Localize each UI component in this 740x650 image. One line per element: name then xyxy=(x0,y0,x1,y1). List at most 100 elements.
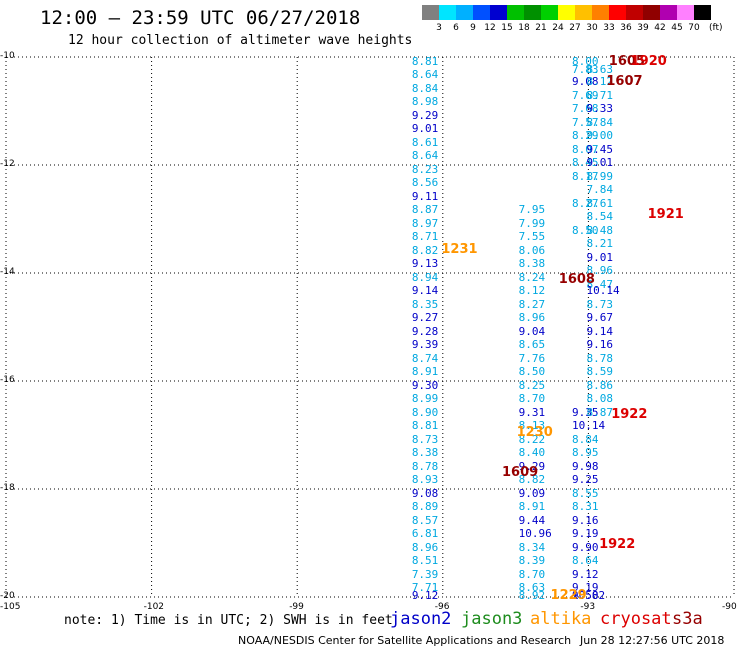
wave-height-value: 8.08 xyxy=(586,392,614,406)
wave-height-value: 8.64 xyxy=(571,554,599,568)
wave-height-value: 9.35 xyxy=(571,405,599,419)
wave-height-value: 8.99 xyxy=(411,392,439,406)
color-scale-tick: 24 xyxy=(552,23,564,33)
lat-tick-label: -10 xyxy=(0,51,15,61)
pass-time-label: 1605 xyxy=(608,53,645,69)
wave-height-value: 8.47 xyxy=(586,277,614,291)
color-swatch xyxy=(422,5,439,20)
color-scale-unit: (ft) xyxy=(709,23,723,33)
wave-height-value: 8.45 xyxy=(571,156,599,170)
wave-height-value: 9.58 xyxy=(571,589,599,602)
wave-height-value: 7.69 xyxy=(571,88,599,102)
color-scale-tick: 6 xyxy=(453,23,459,33)
legend-s3a: s3a xyxy=(672,609,703,629)
wave-height-value: 8.91 xyxy=(518,500,546,514)
wave-height-value: 9.11 xyxy=(411,189,439,203)
wave-height-value: 8.84 xyxy=(571,432,599,446)
wave-height-value: 7.57 xyxy=(571,115,599,129)
color-scale-tick: 18 xyxy=(518,23,530,33)
lon-tick-label: -90 xyxy=(722,602,737,612)
lat-tick-label: -20 xyxy=(0,591,15,601)
color-scale-tick: 30 xyxy=(586,23,598,33)
color-swatch xyxy=(490,5,507,20)
wave-height-value: 8.00 xyxy=(571,54,599,68)
wave-height-value: 8.92 xyxy=(518,589,546,602)
color-swatch xyxy=(541,5,558,20)
lon-tick-label: -96 xyxy=(434,602,450,612)
wave-height-value: 9.12 xyxy=(411,589,439,602)
wave-height-value: 8.35 xyxy=(411,297,439,311)
wave-height-value: 8.12 xyxy=(518,284,546,298)
wave-height-value: 9.00 xyxy=(586,129,614,143)
wave-height-value: 9.08 xyxy=(411,486,439,500)
footer-timestamp: Jun 28 12:27:56 UTC 2018 xyxy=(580,634,725,647)
pass-time-label: 1607 xyxy=(606,74,643,90)
legend-cryosat: cryosat xyxy=(600,609,672,629)
wave-height-value: 8.78 xyxy=(586,351,614,365)
wave-height-value: 9.14 xyxy=(586,324,614,338)
legend-jason3: jason3 xyxy=(461,609,523,629)
wave-height-value: 8.74 xyxy=(411,351,439,365)
wave-height-value: 8.56 xyxy=(411,176,439,190)
wave-height-value: 8.12 xyxy=(586,75,614,89)
color-scale-tick: 70 xyxy=(688,23,700,33)
wave-height-value: 7.71 xyxy=(411,581,439,595)
wave-height-value: 8.82 xyxy=(518,473,546,487)
wave-height-value: 9.01 xyxy=(586,250,614,264)
wave-height-value: 9.29 xyxy=(518,459,546,473)
color-swatch xyxy=(456,5,473,20)
wave-height-value: 8.21 xyxy=(586,237,614,251)
wave-height-value: 8.97 xyxy=(411,216,439,230)
wave-height-value: 8.23 xyxy=(411,162,439,176)
wave-height-value: 8.73 xyxy=(411,432,439,446)
color-swatch xyxy=(507,5,524,20)
lon-tick-label: -102 xyxy=(143,602,165,612)
wave-height-value: 9.28 xyxy=(411,324,439,338)
wave-height-value: 9.13 xyxy=(411,257,439,271)
wave-height-value: 8.87 xyxy=(586,405,614,419)
wave-height-value: 9.19 xyxy=(571,527,599,541)
wave-height-value: 8.40 xyxy=(518,446,546,460)
wave-height-value: 10.14 xyxy=(586,284,620,298)
wave-height-value: 9.67 xyxy=(586,311,614,325)
wave-height-value: 8.96 xyxy=(518,311,546,325)
wave-height-value: 9.01 xyxy=(411,122,439,136)
wave-height-value: 8.63 xyxy=(518,581,546,595)
color-swatch xyxy=(677,5,694,20)
wave-height-value: 10.02 xyxy=(571,589,606,602)
color-swatch xyxy=(473,5,490,20)
wave-height-value: 8.71 xyxy=(411,230,439,244)
wave-height-value: 7.99 xyxy=(518,216,546,230)
color-swatch xyxy=(694,5,711,20)
color-scale-tick: 3 xyxy=(436,23,442,33)
color-scale-tick: 36 xyxy=(620,23,632,33)
pass-time-label: 1229 xyxy=(550,588,587,603)
pass-time-label: 1609 xyxy=(502,464,539,480)
wave-height-value: 8.38 xyxy=(518,257,546,271)
lon-tick-label: -99 xyxy=(289,602,304,612)
wave-height-value: 8.89 xyxy=(411,500,439,514)
wave-height-value: 8.63 xyxy=(586,62,614,76)
wave-height-value: 8.34 xyxy=(518,540,546,554)
wave-height-value: 7.83 xyxy=(571,62,599,76)
wave-height-value: 7.84 xyxy=(586,183,614,197)
wave-height-value: 8.54 xyxy=(586,210,614,224)
color-scale-tick: 15 xyxy=(501,23,513,33)
wave-height-value: 9.19 xyxy=(571,581,599,595)
pass-time-label: 1231 xyxy=(441,241,478,257)
wave-height-value: 8.13 xyxy=(518,419,546,433)
wave-height-value: 10.14 xyxy=(571,419,606,433)
color-swatch xyxy=(643,5,660,20)
color-scale-tick: 12 xyxy=(484,23,496,33)
wave-height-value: 8.48 xyxy=(586,223,614,237)
wave-height-value: 8.91 xyxy=(411,365,439,379)
color-swatch xyxy=(575,5,592,20)
wave-height-value: 9.29 xyxy=(411,108,439,122)
lat-tick-label: -14 xyxy=(0,267,15,277)
wave-height-value: 8.84 xyxy=(586,115,614,129)
wave-height-value: 8.59 xyxy=(586,365,614,379)
pass-time-label: 1608 xyxy=(558,272,595,288)
wave-height-value: 8.31 xyxy=(571,500,599,514)
wave-height-value: 8.07 xyxy=(571,142,599,156)
wave-height-value: 8.94 xyxy=(411,270,439,284)
